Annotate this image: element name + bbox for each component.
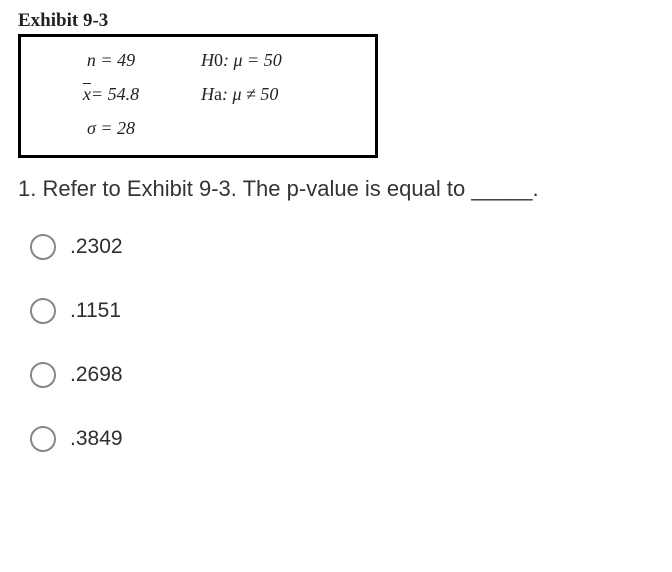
exhibit-cell-left: x= 54.8 bbox=[21, 84, 201, 105]
radio-icon bbox=[30, 362, 56, 388]
exhibit-row: x= 54.8 Ha: μ ≠ 50 bbox=[21, 77, 375, 111]
exhibit-cell-left: n = 49 bbox=[21, 50, 201, 71]
option-1[interactable]: .2302 bbox=[18, 234, 654, 260]
exhibit-title: Exhibit 9-3 bbox=[18, 10, 654, 32]
radio-icon bbox=[30, 234, 56, 260]
exhibit-cell-right: H0: μ = 50 bbox=[201, 50, 375, 71]
options-group: .2302 .1151 .2698 .3849 bbox=[18, 234, 654, 452]
option-2[interactable]: .1151 bbox=[18, 298, 654, 324]
radio-icon bbox=[30, 298, 56, 324]
xbar-value: x= 54.8 bbox=[83, 84, 139, 104]
question-blank: _____ bbox=[471, 176, 532, 201]
h0-text: H0: μ = 50 bbox=[201, 50, 282, 70]
exhibit-cell-left: σ = 28 bbox=[21, 118, 201, 139]
exhibit-row: σ = 28 bbox=[21, 111, 375, 145]
sigma-value: σ = 28 bbox=[87, 118, 135, 138]
option-label: .1151 bbox=[70, 299, 121, 323]
option-label: .2302 bbox=[70, 235, 123, 259]
question-text: 1. Refer to Exhibit 9-3. The p-value is … bbox=[18, 176, 654, 202]
exhibit-row: n = 49 H0: μ = 50 bbox=[21, 43, 375, 77]
ha-text: Ha: μ ≠ 50 bbox=[201, 84, 278, 104]
option-4[interactable]: .3849 bbox=[18, 426, 654, 452]
option-label: .3849 bbox=[70, 427, 123, 451]
question-number: 1. bbox=[18, 176, 36, 201]
exhibit-cell-right: Ha: μ ≠ 50 bbox=[201, 84, 375, 105]
question-suffix: . bbox=[533, 176, 539, 201]
exhibit-box: n = 49 H0: μ = 50 x= 54.8 Ha: μ ≠ 50 σ =… bbox=[18, 34, 378, 158]
n-value: n = 49 bbox=[87, 50, 135, 70]
question-body: Refer to Exhibit 9-3. The p-value is equ… bbox=[42, 176, 465, 201]
option-3[interactable]: .2698 bbox=[18, 362, 654, 388]
radio-icon bbox=[30, 426, 56, 452]
page-root: Exhibit 9-3 n = 49 H0: μ = 50 x= 54.8 Ha… bbox=[0, 0, 672, 500]
option-label: .2698 bbox=[70, 363, 123, 387]
